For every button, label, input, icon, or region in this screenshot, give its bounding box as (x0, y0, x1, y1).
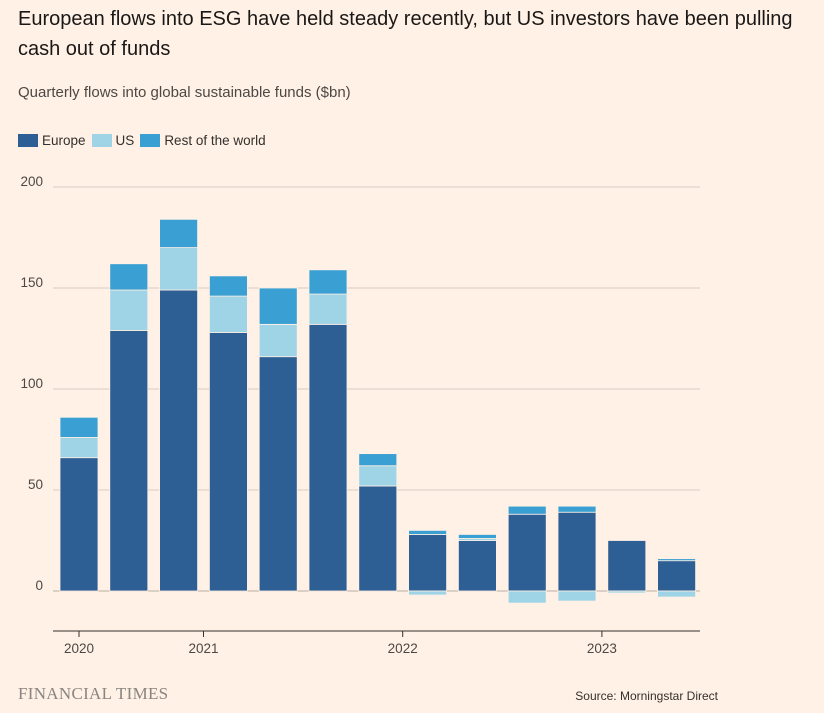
bar-europe (159, 289, 199, 592)
y-tick-label: 200 (20, 174, 43, 189)
bar-europe (59, 457, 99, 592)
bar-us (159, 247, 199, 291)
bar-rest-of-the-world (308, 269, 348, 295)
bar-rest-of-the-world (159, 218, 199, 249)
bar-europe (657, 560, 696, 592)
bar-us (507, 590, 547, 604)
bar-us (408, 590, 448, 596)
bar-rest-of-the-world (507, 505, 547, 515)
bar-rest-of-the-world (408, 530, 448, 535)
x-tick-label: 2020 (64, 641, 94, 656)
bar-rest-of-the-world (59, 416, 99, 438)
legend-label-europe: Europe (42, 133, 86, 148)
bar-europe (557, 511, 597, 592)
bar-europe (457, 540, 497, 592)
bar-rest-of-the-world (358, 453, 398, 467)
bar-us (208, 295, 248, 333)
chart-title: European flows into ESG have held steady… (18, 8, 793, 60)
bar-us (258, 323, 298, 358)
bar-rest-of-the-world (557, 505, 597, 513)
bar-europe (358, 485, 398, 592)
x-tick-label: 2021 (188, 641, 218, 656)
legend-label-us: US (115, 133, 135, 148)
bar-us (358, 465, 398, 487)
y-tick-label: 150 (20, 275, 43, 290)
bar-us (657, 590, 696, 598)
legend-label-rest-of-world: Rest of the world (164, 133, 266, 148)
bar-us (308, 293, 348, 325)
bar-us (109, 289, 149, 331)
legend-item-us: US (91, 133, 135, 148)
bar-europe (109, 330, 149, 592)
source-note: Source: Morningstar Direct (575, 689, 718, 703)
bar-rest-of-the-world (208, 275, 248, 297)
bar-europe (507, 513, 547, 592)
ft-logo: FINANCIAL TIMES (18, 684, 169, 703)
bar-europe (208, 332, 248, 592)
bar-us (59, 437, 99, 459)
bar-europe (308, 323, 348, 592)
bar-europe (408, 534, 448, 592)
bar-rest-of-the-world (258, 287, 298, 325)
bar-us (607, 590, 647, 594)
bar-rest-of-the-world (657, 558, 696, 562)
legend-swatch-rest-of-world (140, 134, 161, 147)
legend-item-rest-of-world: Rest of the world (140, 133, 266, 148)
bar-europe (258, 356, 298, 592)
y-tick-label: 0 (35, 578, 43, 593)
y-tick-label: 100 (20, 376, 43, 391)
y-tick-label: 50 (28, 477, 43, 492)
x-tick-label: 2023 (587, 641, 617, 656)
legend-swatch-us (91, 134, 112, 147)
bar-rest-of-the-world (109, 263, 149, 291)
legend-item-europe: Europe (18, 133, 86, 148)
bar-us (557, 590, 597, 602)
chart-legend: Europe US Rest of the world (18, 133, 272, 148)
bar-europe (607, 540, 647, 592)
chart-subtitle: Quarterly flows into global sustainable … (18, 84, 351, 101)
x-tick-label: 2022 (388, 641, 418, 656)
legend-swatch-europe (18, 134, 38, 147)
bar-rest-of-the-world (457, 534, 497, 539)
